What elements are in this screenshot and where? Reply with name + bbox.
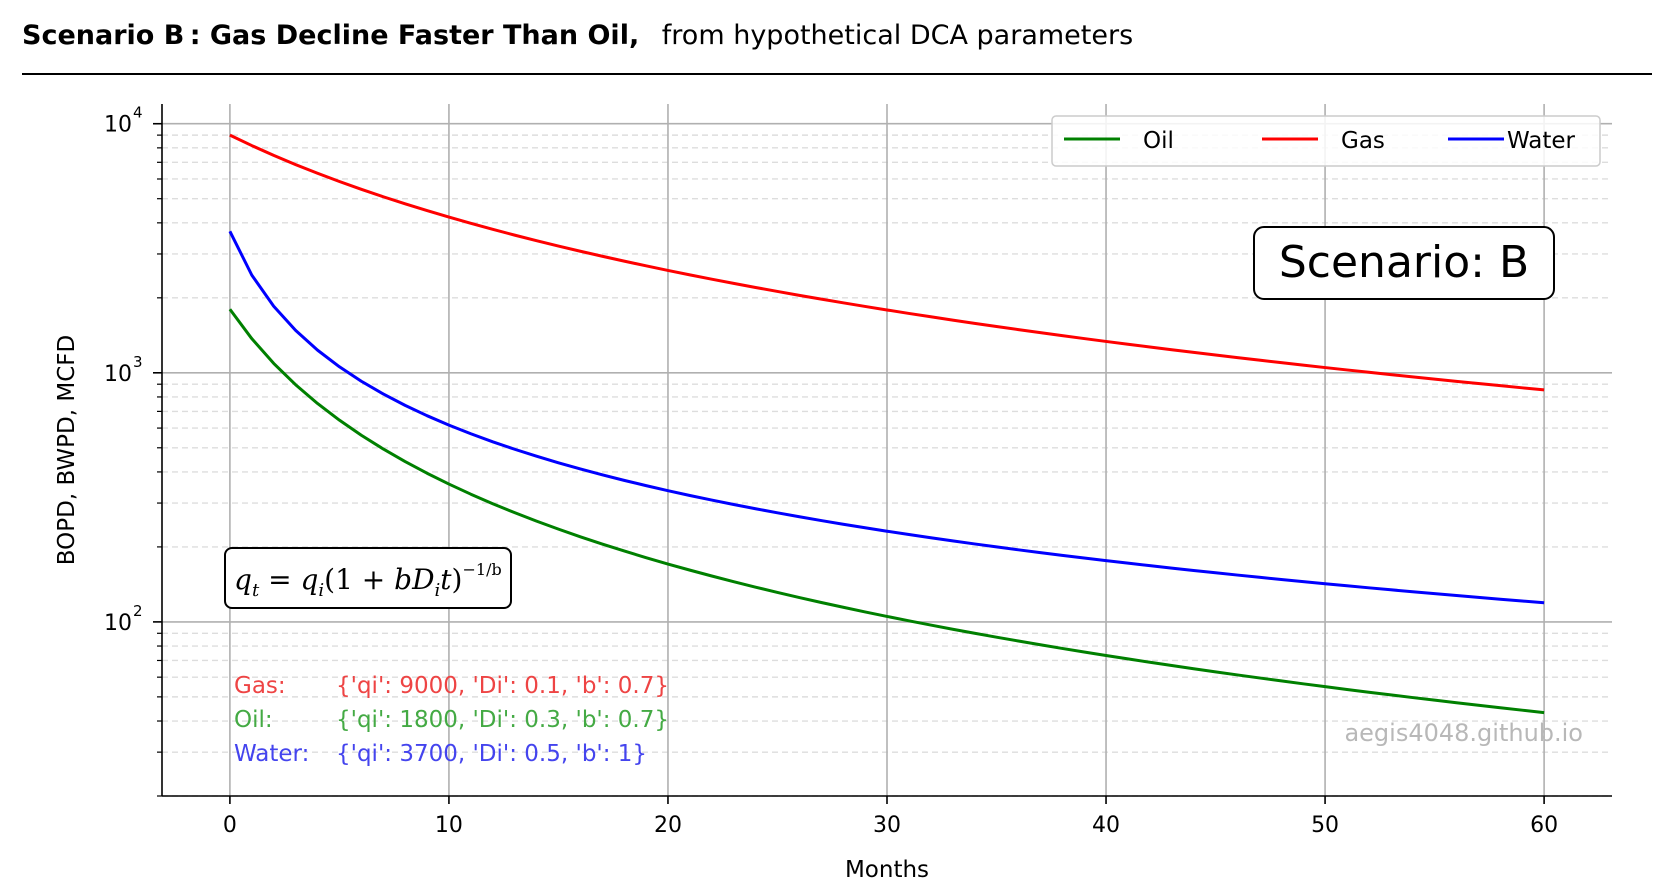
x-tick-label: 60 [1530,813,1558,838]
y-tick-label: 10 [104,362,132,387]
scenario-box: Scenario: B [1253,226,1555,300]
chart-title: Scenario B : Gas Decline Faster Than Oil… [22,20,1133,51]
series-line-water [228,230,1545,605]
series-line-gas [229,133,1545,392]
legend-label-oil: Oil [1143,128,1174,154]
major-grid [162,104,1612,796]
param-water-text: {'qi': 3700, 'Di': 0.5, 'b': 1} [336,741,647,767]
legend-label-water: Water [1507,128,1576,154]
param-gas-text: {'qi': 9000, 'Di': 0.1, 'b': 0.7} [336,673,669,699]
param-oil-text: {'qi': 1800, 'Di': 0.3, 'b': 0.7} [336,707,669,733]
param-block: Gas: {'qi': 9000, 'Di': 0.1, 'b': 0.7} O… [234,673,669,767]
param-water-label: Water: [234,741,309,767]
y-tick-exponent: 4 [133,104,143,122]
equation-text: qt = qi(1 + bDit)−1/b [234,560,502,601]
x-tick-label: 0 [223,813,237,838]
x-tick-label: 40 [1092,813,1120,838]
series-lines [228,133,1545,715]
y-tick-exponent: 2 [133,602,143,620]
chart-title-normal: from hypothetical DCA parameters [662,20,1133,51]
x-tick-label: 50 [1311,813,1339,838]
y-tick-exponent: 3 [133,353,143,371]
series-line-oil [228,308,1545,715]
legend-label-gas: Gas [1341,128,1385,154]
x-tick-label: 30 [873,813,901,838]
chart-title-bold: Scenario B : Gas Decline Faster Than Oil… [22,20,639,51]
param-gas-label: Gas: [234,673,286,699]
y-axis-label: BOPD, BWPD, MCFD [54,335,80,565]
equation-box: qt = qi(1 + bDit)−1/b [224,547,512,609]
y-tick-label: 10 [104,113,132,138]
scenario-box-label: Scenario: B [1279,237,1529,288]
y-tick-label: 10 [104,611,132,636]
x-ticks: 0 10 20 30 40 50 60 [223,796,1558,838]
legend: Oil Gas Water [1051,115,1601,167]
legend-frame [1051,115,1601,167]
x-axis-label: Months [845,857,929,883]
watermark: aegis4048.github.io [1344,719,1583,747]
x-tick-label: 20 [654,813,682,838]
x-tick-label: 10 [435,813,463,838]
param-oil-label: Oil: [234,707,273,733]
